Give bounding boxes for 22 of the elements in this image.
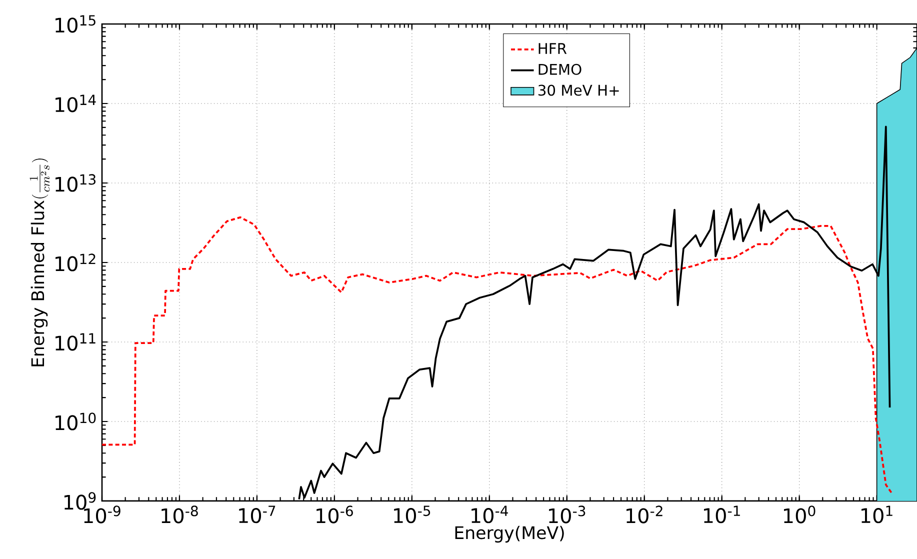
y-tick-label: 10$^{12}$ [56,254,96,272]
x-axis-title: Energy(MeV) [455,526,564,543]
y-tick-label: 10$^{14}$ [56,94,96,112]
y-axis-title: $\mbox{Energy Binned Flux}(\frac{1}{cm^2s})$ [30,158,50,366]
x-tick-label: 10$^{1}$ [862,506,892,524]
x-tick-label: 10$^{-1}$ [704,506,740,524]
x-tick-label: 10$^{-2}$ [626,506,662,524]
x-tick-label: 10$^{-5}$ [394,506,430,524]
x-tick-label: 10$^{-8}$ [162,506,198,524]
y-tick-label: 10$^{10}$ [56,412,96,430]
x-tick-label: 10$^{-7}$ [239,506,276,524]
y-tick-label: 10$^{11}$ [56,333,96,351]
x-tick-label: 10$^{-4}$ [472,506,508,524]
legend-label: 30 MeV H+ [538,84,619,96]
x-tick-label: 10$^{-3}$ [549,506,586,524]
legend-label: HFR [538,43,567,54]
y-tick-label: 10$^{9}$ [64,492,96,510]
x-tick-label: 10$^{-6}$ [316,506,353,524]
y-tick-label: 10$^{13}$ [56,174,96,192]
legend-label: DEMO [538,64,582,75]
x-tick-label: 10$^{0}$ [784,506,816,524]
y-tick-label: 10$^{15}$ [56,15,96,33]
